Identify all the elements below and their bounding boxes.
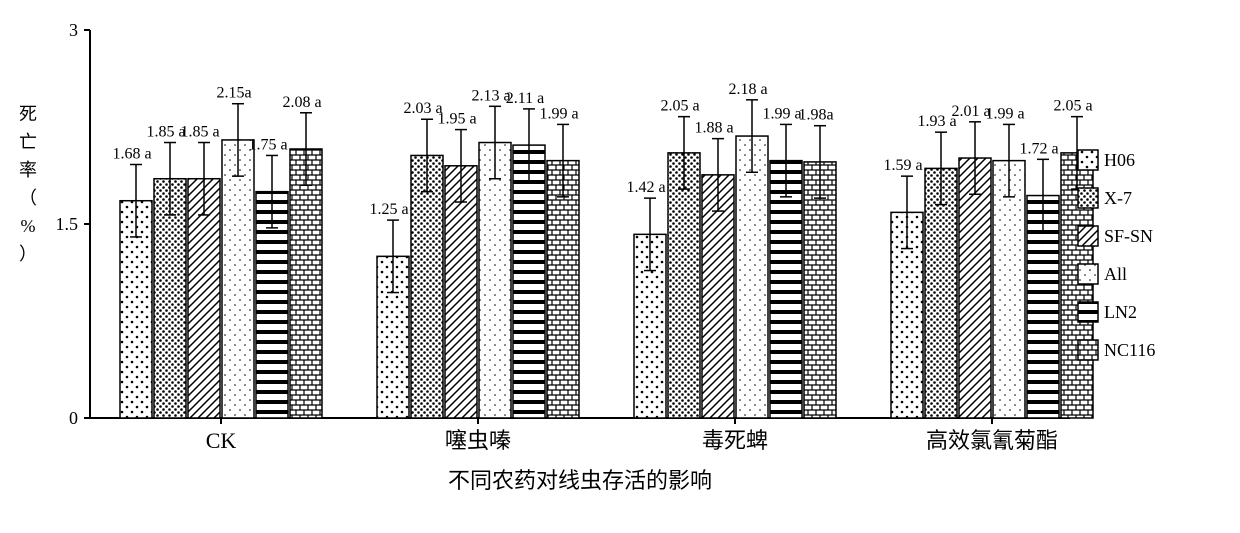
legend-swatch bbox=[1078, 302, 1098, 322]
legend-swatch bbox=[1078, 150, 1098, 170]
bar-value-label: 1.25 a bbox=[369, 201, 408, 218]
legend-swatch bbox=[1078, 226, 1098, 246]
legend-swatch bbox=[1078, 188, 1098, 208]
bar-value-label: 1.88 a bbox=[694, 120, 733, 137]
bar-value-label: 1.95 a bbox=[437, 111, 476, 128]
bar-LN2 bbox=[513, 145, 545, 418]
legend-swatch bbox=[1078, 264, 1098, 284]
legend-label: NC116 bbox=[1104, 340, 1155, 360]
bar-All bbox=[736, 136, 768, 418]
legend-label: LN2 bbox=[1104, 302, 1137, 322]
bar-value-label: 1.68 a bbox=[112, 146, 151, 163]
y-axis-label-char: % bbox=[21, 216, 36, 236]
bar-NC116 bbox=[804, 162, 836, 418]
bar-value-label: 2.05 a bbox=[1053, 98, 1092, 115]
category-label: 高效氯氰菊酯 bbox=[926, 428, 1058, 453]
category-label: CK bbox=[206, 428, 237, 453]
bar-value-label: 1.42 a bbox=[626, 179, 665, 196]
y-axis-label-char: 率 bbox=[19, 160, 37, 180]
bar-value-label: 2.13 a bbox=[471, 87, 510, 104]
bar-NC116 bbox=[547, 161, 579, 418]
legend-label: SF-SN bbox=[1104, 226, 1153, 246]
bar-value-label: 2.15a bbox=[216, 85, 251, 102]
legend-label: All bbox=[1104, 264, 1127, 284]
bar-LN2 bbox=[770, 161, 802, 418]
y-tick-label: 0 bbox=[69, 408, 78, 428]
bar-All bbox=[993, 161, 1025, 418]
y-axis-label-char: 死 bbox=[19, 104, 37, 124]
bar-value-label: 1.99 a bbox=[985, 105, 1024, 122]
category-label: 毒死蜱 bbox=[702, 428, 768, 453]
bar-value-label: 1.72 a bbox=[1019, 140, 1058, 157]
y-axis-label-char: （ bbox=[19, 188, 37, 208]
legend-swatch bbox=[1078, 340, 1098, 360]
bar-value-label: 1.99 a bbox=[762, 105, 801, 122]
bar-value-label: 1.98a bbox=[798, 107, 833, 124]
x-axis-label: 不同农药对线虫存活的影响 bbox=[448, 468, 712, 493]
bar-chart: 01.53死亡率（%）1.68 a1.85 a1.85 a2.15a1.75 a… bbox=[0, 0, 1240, 533]
bar-All bbox=[222, 140, 254, 418]
bar-value-label: 2.05 a bbox=[660, 98, 699, 115]
bar-X-7 bbox=[411, 155, 443, 418]
y-axis-label-char: 亡 bbox=[19, 132, 37, 152]
bar-value-label: 2.08 a bbox=[282, 94, 321, 111]
bar-SF-SN bbox=[959, 158, 991, 418]
y-tick-label: 3 bbox=[69, 20, 78, 40]
y-tick-label: 1.5 bbox=[56, 214, 79, 234]
bar-value-label: 2.18 a bbox=[728, 81, 767, 98]
bar-All bbox=[479, 143, 511, 418]
y-axis-label-char: ） bbox=[19, 244, 37, 264]
category-label: 噻虫嗪 bbox=[445, 428, 511, 453]
bar-value-label: 1.99 a bbox=[539, 105, 578, 122]
bar-SF-SN bbox=[445, 166, 477, 418]
bar-value-label: 2.11 a bbox=[506, 90, 545, 107]
bar-value-label: 1.75 a bbox=[248, 136, 287, 153]
legend-label: H06 bbox=[1104, 150, 1135, 170]
chart-container: 01.53死亡率（%）1.68 a1.85 a1.85 a2.15a1.75 a… bbox=[0, 0, 1240, 533]
bar-NC116 bbox=[290, 149, 322, 418]
bar-value-label: 1.85 a bbox=[180, 124, 219, 141]
legend-label: X-7 bbox=[1104, 188, 1132, 208]
bar-X-7 bbox=[668, 153, 700, 418]
bar-X-7 bbox=[925, 168, 957, 418]
bar-value-label: 1.59 a bbox=[883, 157, 922, 174]
